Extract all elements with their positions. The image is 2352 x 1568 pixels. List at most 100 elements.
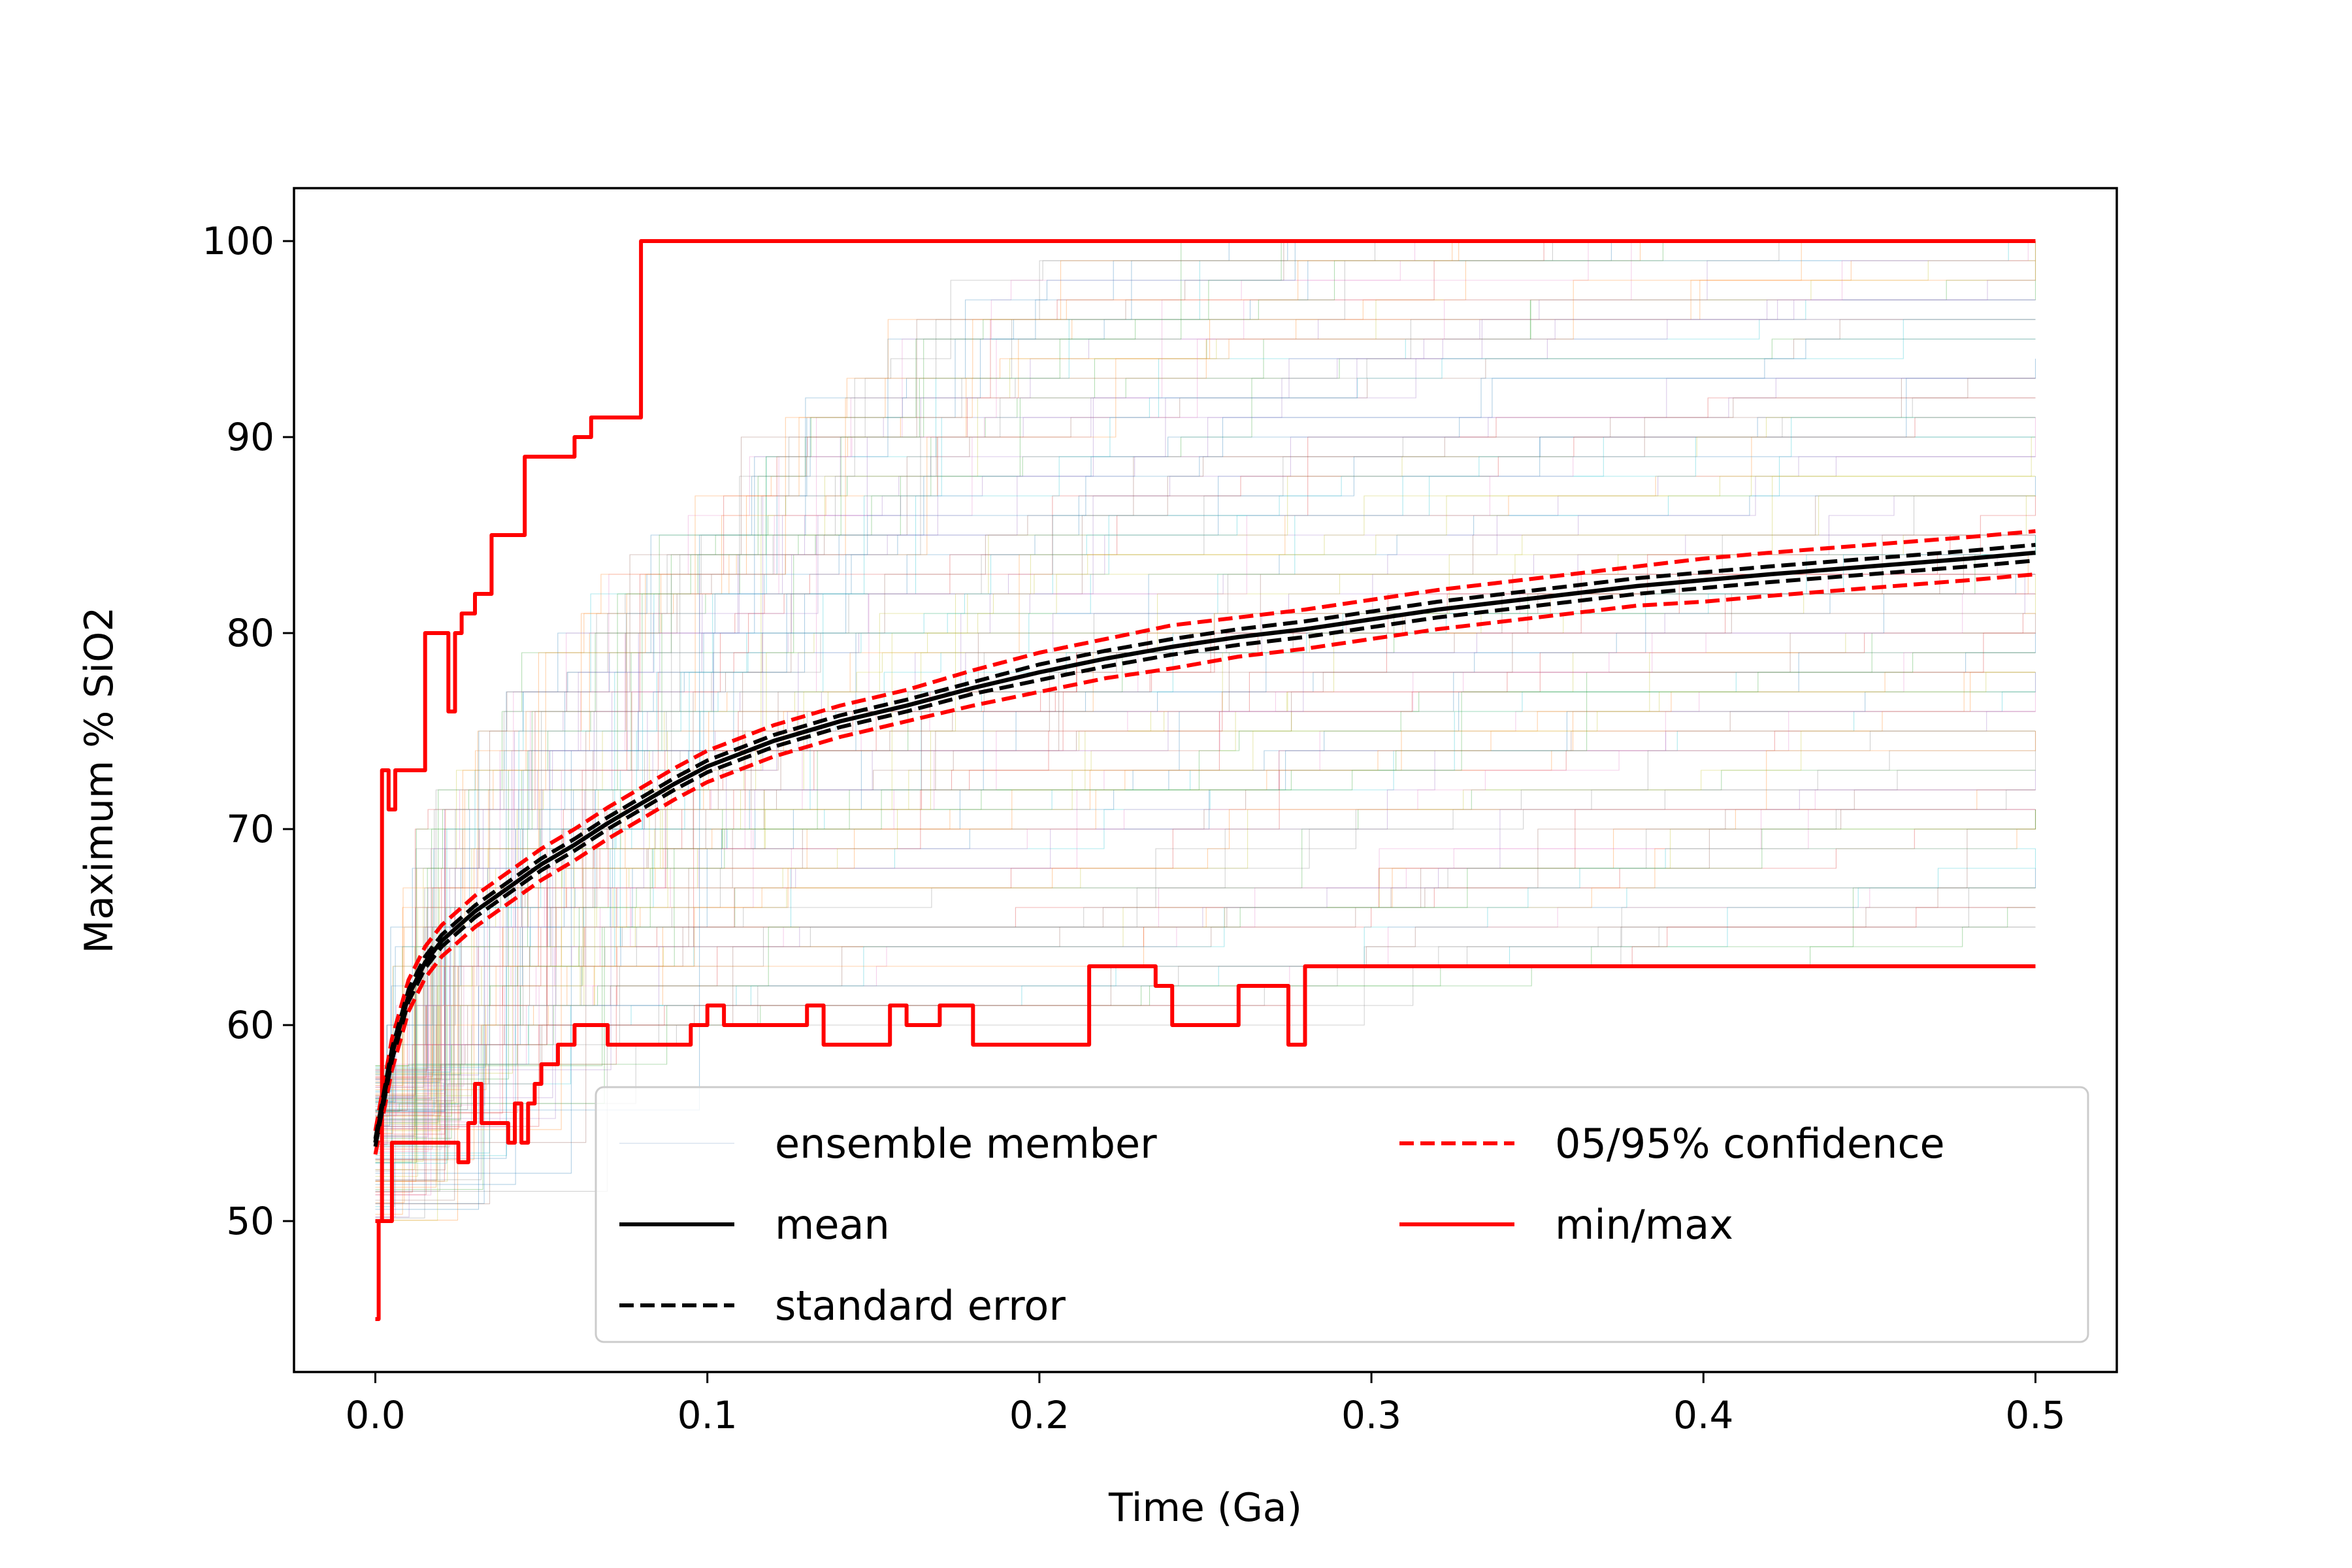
- ensemble-member-line: [375, 436, 2036, 1099]
- ensemble-member-line: [375, 652, 2036, 1111]
- legend-label: standard error: [775, 1282, 1066, 1330]
- x-tick-label: 0.4: [1673, 1393, 1733, 1437]
- ensemble-member-line: [375, 260, 2036, 1162]
- x-tick-label: 0.1: [678, 1393, 738, 1437]
- x-tick-label: 0.0: [345, 1393, 405, 1437]
- ensemble-member-line: [375, 907, 2036, 1121]
- x-axis-label: Time (Ga): [1108, 1485, 1302, 1531]
- ensemble-member-line: [375, 691, 2036, 1112]
- ensemble-member-line: [375, 338, 2036, 1111]
- y-tick-label: 70: [226, 807, 274, 851]
- ensemble-member-line: [375, 632, 2036, 1086]
- ensemble-member-line: [375, 319, 2036, 1145]
- y-tick-label: 60: [226, 1003, 274, 1047]
- plot-frame: [293, 187, 2118, 1373]
- ensemble-member-line: [375, 378, 2036, 1072]
- ensemble-member-line: [375, 672, 2036, 1182]
- ensemble-member-line: [375, 828, 2036, 1135]
- ensemble-member-line: [375, 240, 2036, 1183]
- ensemble-member-line: [375, 652, 2036, 1120]
- ensemble-member-line: [375, 789, 2036, 1150]
- ensemble-member-line: [375, 632, 2036, 1193]
- y-axis-label: Maximum % SiO2: [76, 607, 122, 954]
- ensemble-member-line: [375, 672, 2036, 1082]
- ensemble-member-line: [375, 417, 2036, 1077]
- ensemble-member-line: [375, 260, 2036, 1080]
- ensemble-member-line: [375, 848, 2036, 1207]
- ensemble-member-line: [375, 397, 2036, 1079]
- ensemble-member-line: [375, 574, 2036, 1117]
- ensemble-member-line: [375, 672, 2036, 1217]
- ensemble-member-line: [375, 672, 2036, 1105]
- ensemble-member-line: [375, 378, 2036, 1160]
- ensemble-member-line: [375, 652, 2036, 1142]
- ensemble-member-line: [375, 574, 2036, 1130]
- ensemble-member-line: [375, 809, 2036, 1196]
- ensemble-member-line: [375, 417, 2036, 1177]
- ensemble-member-line: [375, 436, 2036, 1103]
- ensemble-member-line: [375, 554, 2036, 1146]
- series-line-min: [375, 964, 2036, 1321]
- x-tick-label: 0.2: [1009, 1393, 1070, 1437]
- ensemble-member-line: [375, 770, 2036, 1190]
- y-axis-ticks: 50 60 70 80 90 100: [202, 219, 294, 1243]
- ensemble-member-line: [375, 417, 2036, 1073]
- ensemble-member-line: [375, 280, 2036, 1097]
- ensemble-member-line: [375, 319, 2036, 1164]
- ensemble-member-line: [375, 495, 2036, 1088]
- ensemble-member-line: [375, 240, 2036, 1115]
- ensemble-member-line: [375, 378, 2036, 1137]
- ensemble-member-line: [375, 789, 2036, 1182]
- ensemble-member-line: [375, 476, 2036, 1124]
- series-line-standard-error-upper-: [373, 543, 2036, 1139]
- series-lines: [373, 239, 2036, 1321]
- ensemble-member-line: [375, 456, 2036, 1218]
- x-axis-ticks: 0.0 0.1 0.2 0.3 0.4 0.5: [345, 1372, 2066, 1437]
- ensemble-member-line: [375, 338, 2036, 1103]
- ensemble-member-line: [375, 750, 2036, 1103]
- ensemble-member-line: [375, 711, 2036, 1071]
- ensemble-member-line: [375, 691, 2036, 1113]
- y-tick-label: 50: [226, 1199, 274, 1243]
- ensemble-member-line: [375, 730, 2036, 1132]
- ensemble-member-line: [375, 730, 2036, 1181]
- ensemble-member-line: [375, 240, 2036, 1143]
- ensemble-member-line: [375, 299, 2036, 1130]
- ensemble-member-line: [375, 828, 2036, 1090]
- ensemble-member-line: [375, 887, 2036, 1125]
- ensemble-member-line: [375, 789, 2036, 1110]
- ensemble-member-line: [375, 299, 2036, 1102]
- y-tick-label: 80: [226, 611, 274, 655]
- ensemble-member-line: [375, 809, 2036, 1145]
- y-tick-label: 90: [226, 415, 274, 459]
- ensemble-member-line: [375, 789, 2036, 1084]
- ensemble-members: [375, 240, 2036, 1221]
- ensemble-member-line: [375, 319, 2036, 1081]
- ensemble-member-line: [375, 417, 2036, 1117]
- ensemble-member-line: [375, 809, 2036, 1103]
- ensemble-member-line: [375, 299, 2036, 1098]
- series-line-mean: [373, 550, 2036, 1143]
- ensemble-member-line: [375, 240, 2036, 1109]
- ensemble-member-line: [375, 319, 2036, 1143]
- y-tick-label: 100: [202, 219, 274, 263]
- ensemble-member-line: [375, 926, 2036, 1192]
- ensemble-member-line: [375, 809, 2036, 1152]
- ensemble-member-line: [375, 378, 2036, 1164]
- ensemble-member-line: [375, 632, 2036, 1074]
- legend-label: mean: [775, 1201, 890, 1249]
- legend-label: min/max: [1555, 1201, 1733, 1249]
- ensemble-member-line: [375, 495, 2036, 1172]
- ensemble-member-line: [375, 260, 2036, 1094]
- ensemble-member-line: [375, 770, 2036, 1120]
- ensemble-member-line: [375, 633, 2036, 1210]
- ensemble-member-line: [375, 731, 2036, 1188]
- ensemble-member-line: [375, 456, 2036, 1127]
- ensemble-member-line: [375, 378, 2036, 1171]
- legend: ensemble member mean standard error 05/95% …: [595, 1086, 2089, 1343]
- ensemble-member-line: [375, 672, 2036, 1156]
- ensemble-member-line: [375, 241, 2036, 1100]
- x-tick-label: 0.5: [2005, 1393, 2065, 1437]
- legend-box: [595, 1086, 2089, 1343]
